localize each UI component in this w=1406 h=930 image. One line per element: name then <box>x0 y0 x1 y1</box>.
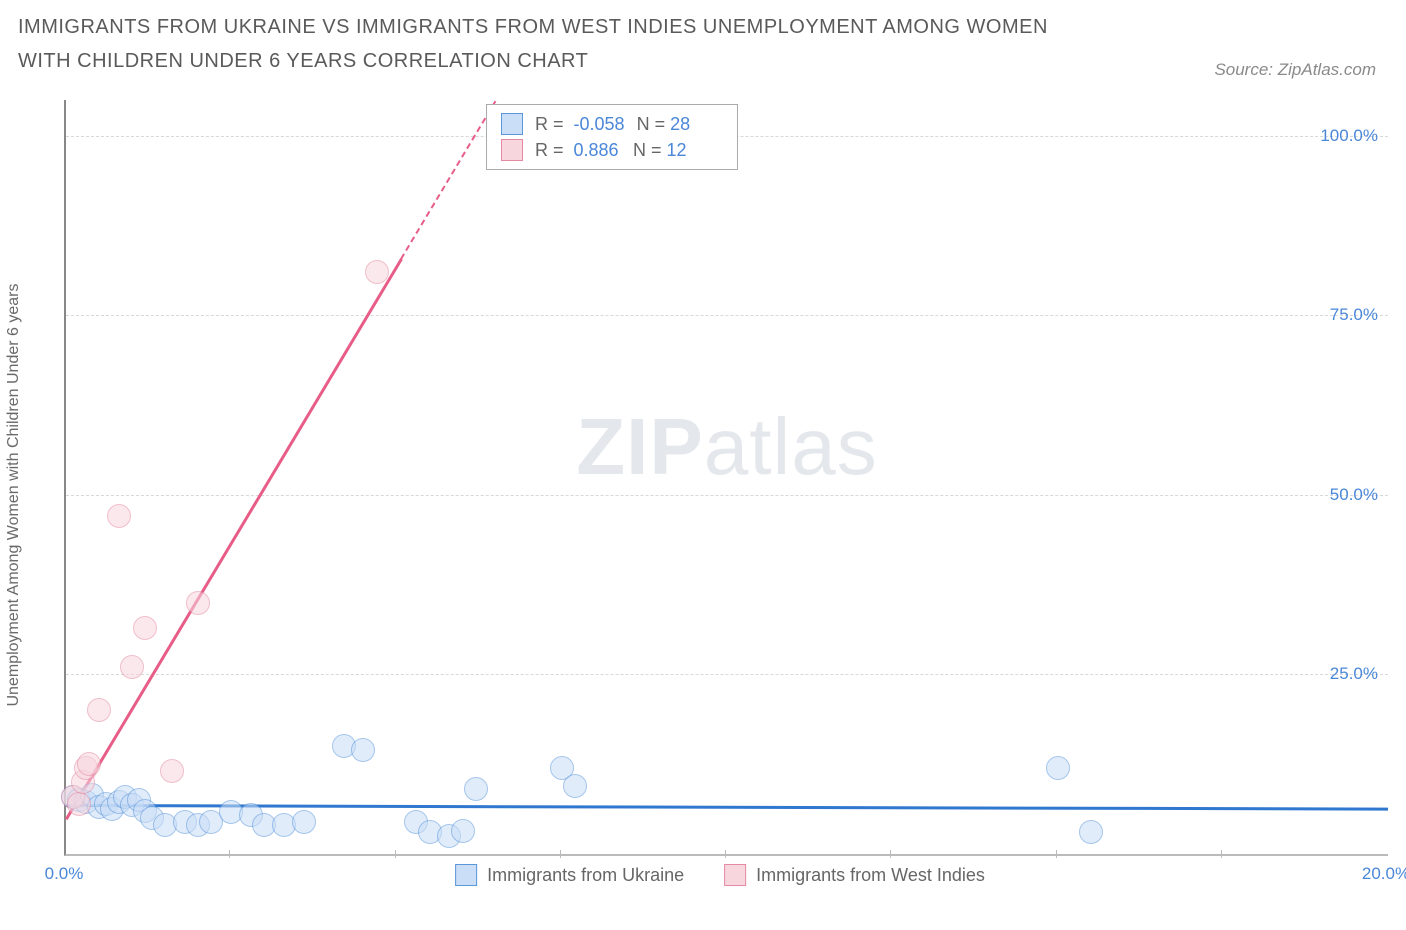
scatter-point <box>107 504 131 528</box>
scatter-point <box>133 616 157 640</box>
chart-container: Unemployment Among Women with Children U… <box>52 100 1388 890</box>
legend-swatch <box>501 139 523 161</box>
legend-label: Immigrants from West Indies <box>756 865 985 886</box>
scatter-point <box>563 774 587 798</box>
legend-label: Immigrants from Ukraine <box>487 865 684 886</box>
trend-line <box>66 804 1388 810</box>
legend-item: Immigrants from Ukraine <box>455 864 684 886</box>
legend-stats-row: R = -0.058N = 28 <box>501 111 723 137</box>
y-axis-label: Unemployment Among Women with Children U… <box>5 283 23 706</box>
scatter-point <box>160 759 184 783</box>
y-tick-label: 50.0% <box>1330 485 1378 505</box>
scatter-point <box>292 810 316 834</box>
legend-swatch <box>724 864 746 886</box>
scatter-point <box>464 777 488 801</box>
x-tick-label: 20.0% <box>1362 864 1406 884</box>
trend-line-dashed <box>400 100 496 259</box>
gridline <box>66 674 1388 675</box>
scatter-point <box>186 591 210 615</box>
x-tick-label: 0.0% <box>45 864 84 884</box>
scatter-point <box>351 738 375 762</box>
y-tick-label: 75.0% <box>1330 305 1378 325</box>
watermark: ZIPatlas <box>576 401 877 493</box>
x-minor-tick <box>890 850 891 858</box>
legend-swatch <box>501 113 523 135</box>
source-credit: Source: ZipAtlas.com <box>1214 60 1376 80</box>
chart-title: IMMIGRANTS FROM UKRAINE VS IMMIGRANTS FR… <box>18 10 1098 78</box>
scatter-point <box>1079 820 1103 844</box>
y-tick-label: 25.0% <box>1330 664 1378 684</box>
x-minor-tick <box>395 850 396 858</box>
x-minor-tick <box>560 850 561 858</box>
legend-swatch <box>455 864 477 886</box>
scatter-point <box>451 819 475 843</box>
legend-stats: R = -0.058N = 28R = 0.886N = 12 <box>486 104 738 170</box>
scatter-point <box>365 260 389 284</box>
scatter-point <box>87 698 111 722</box>
gridline <box>66 495 1388 496</box>
gridline <box>66 315 1388 316</box>
x-minor-tick <box>1221 850 1222 858</box>
legend-stats-row: R = 0.886N = 12 <box>501 137 723 163</box>
x-minor-tick <box>229 850 230 858</box>
x-minor-tick <box>1056 850 1057 858</box>
trend-line <box>65 259 402 820</box>
scatter-point <box>1046 756 1070 780</box>
scatter-point <box>77 752 101 776</box>
x-minor-tick <box>725 850 726 858</box>
legend-series: Immigrants from Ukraine Immigrants from W… <box>455 864 985 886</box>
legend-item: Immigrants from West Indies <box>724 864 985 886</box>
y-tick-label: 100.0% <box>1320 126 1378 146</box>
plot-area: ZIPatlas R = -0.058N = 28R = 0.886N = 12… <box>64 100 1388 856</box>
scatter-point <box>67 792 91 816</box>
scatter-point <box>120 655 144 679</box>
